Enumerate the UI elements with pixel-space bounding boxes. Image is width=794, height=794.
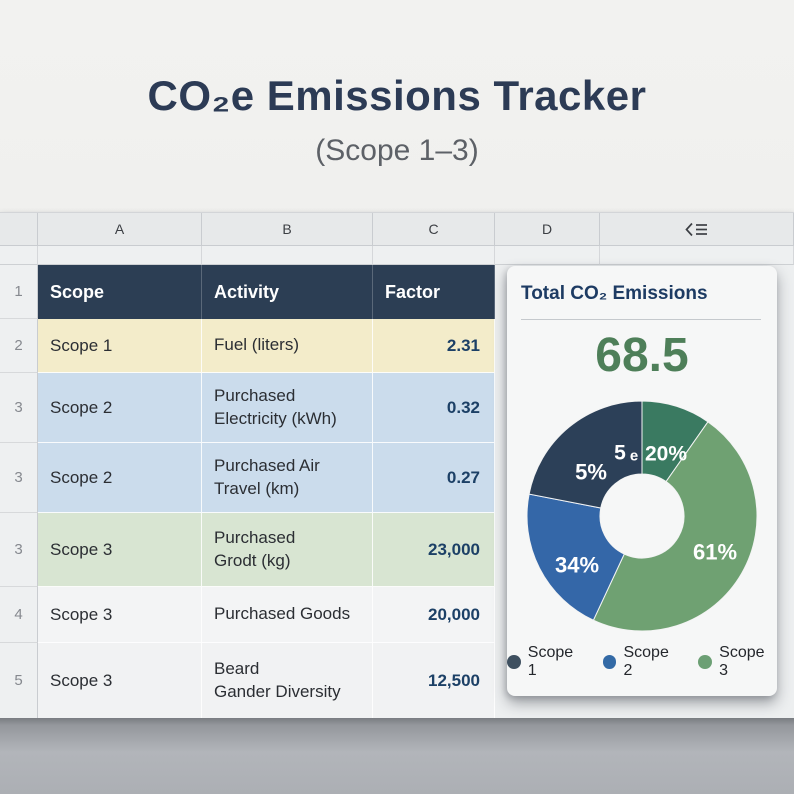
donut-segment xyxy=(528,400,643,509)
empty-cell[interactable] xyxy=(38,246,202,265)
divider xyxy=(521,319,761,320)
legend-dot-scope-3 xyxy=(698,655,713,669)
cell-activity[interactable]: Purchased Goods xyxy=(202,587,373,643)
cell-scope[interactable]: Scope 3 xyxy=(38,643,202,719)
empty-cell[interactable] xyxy=(600,246,794,265)
total-emissions-value: 68.5 xyxy=(595,329,689,382)
cell-factor[interactable]: 20,000 xyxy=(373,587,495,643)
row-number[interactable]: 5 xyxy=(0,643,38,719)
cell-scope[interactable]: Scope 3 xyxy=(38,513,202,587)
cell-scope[interactable]: Scope 2 xyxy=(38,443,202,513)
header-cell-factor[interactable]: Factor xyxy=(373,265,495,319)
page-subtitle: (Scope 1–3) xyxy=(315,134,479,167)
cell-activity[interactable]: Beard Gander Diversity xyxy=(202,643,373,719)
chart-legend: Scope 1 Scope 2 Scope 3 xyxy=(507,644,777,680)
row-number[interactable]: 1 xyxy=(0,265,38,319)
legend-label: Scope 3 xyxy=(719,644,765,679)
legend-item-scope-3[interactable]: Scope 3 xyxy=(698,644,777,680)
row-number[interactable]: 3 xyxy=(0,443,38,513)
donut-segment xyxy=(592,421,758,632)
legend-label: Scope 2 xyxy=(623,644,669,679)
donut-label: e xyxy=(630,448,638,465)
floor-surface xyxy=(0,718,794,794)
cell-factor[interactable]: 23,000 xyxy=(373,513,495,587)
legend-dot-scope-2 xyxy=(602,655,617,669)
cell-scope[interactable]: Scope 1 xyxy=(38,319,202,373)
empty-cell[interactable] xyxy=(373,246,495,265)
empty-row xyxy=(0,246,794,265)
empty-cell[interactable] xyxy=(202,246,373,265)
page-title: CO₂e Emissions Tracker xyxy=(147,72,647,119)
row-number[interactable]: 3 xyxy=(0,373,38,443)
empty-cell[interactable] xyxy=(495,246,600,265)
select-all-corner[interactable] xyxy=(0,213,38,246)
column-header-collapse[interactable] xyxy=(600,213,794,246)
cell-scope[interactable]: Scope 3 xyxy=(38,587,202,643)
legend-dot-scope-1 xyxy=(507,655,521,669)
cell-factor[interactable]: 0.32 xyxy=(373,373,495,443)
donut-chart: 5% 5 e 20% 34% 61% xyxy=(526,400,758,632)
table-header-row: 1 Scope Activity Factor xyxy=(0,265,794,319)
donut-label: 5% xyxy=(575,460,607,485)
donut-label: 61% xyxy=(693,540,737,565)
collapse-columns-icon xyxy=(684,222,707,236)
cell-activity[interactable]: Purchased Air Travel (km) xyxy=(202,443,373,513)
column-header-row: A B C D xyxy=(0,213,794,246)
header-cell-activity[interactable]: Activity xyxy=(202,265,373,319)
table-row: 5 Scope 3 Beard Gander Diversity 12,500 xyxy=(0,643,794,719)
cell-factor[interactable]: 12,500 xyxy=(373,643,495,719)
row-number[interactable]: 4 xyxy=(0,587,38,643)
cell-activity[interactable]: Purchased Electricity (kWh) xyxy=(202,373,373,443)
cell-factor[interactable]: 0.27 xyxy=(373,443,495,513)
legend-item-scope-1[interactable]: Scope 1 xyxy=(507,644,586,680)
cell-activity[interactable]: Fuel (liters) xyxy=(202,319,373,373)
table-row: 2 Scope 1 Fuel (liters) 2.31 xyxy=(0,319,794,373)
donut-label: 34% xyxy=(555,553,599,578)
page-header: CO₂e Emissions Tracker (Scope 1–3) xyxy=(0,72,794,168)
table-row: 4 Scope 3 Purchased Goods 20,000 xyxy=(0,587,794,643)
cell-activity[interactable]: Purchased Grodt (kg) xyxy=(202,513,373,587)
empty-cell[interactable] xyxy=(0,246,38,265)
row-number[interactable]: 2 xyxy=(0,319,38,373)
column-header-c[interactable]: C xyxy=(373,213,495,246)
column-header-b[interactable]: B xyxy=(202,213,373,246)
chart-title: Total CO₂ Emissions xyxy=(521,283,708,304)
column-header-a[interactable]: A xyxy=(38,213,202,246)
column-header-d[interactable]: D xyxy=(495,213,600,246)
table-row: 3 Scope 2 Purchased Air Travel (km) 0.27 xyxy=(0,443,794,513)
legend-label: Scope 1 xyxy=(527,644,574,679)
table-row: 3 Scope 3 Purchased Grodt (kg) 23,000 xyxy=(0,513,794,587)
table-row: 3 Scope 2 Purchased Electricity (kWh) 0.… xyxy=(0,373,794,443)
legend-item-scope-2[interactable]: Scope 2 xyxy=(602,644,682,680)
donut-label: 5 xyxy=(614,442,626,465)
donut-label: 20% xyxy=(645,443,687,466)
cell-scope[interactable]: Scope 2 xyxy=(38,373,202,443)
cell-factor[interactable]: 2.31 xyxy=(373,319,495,373)
emissions-summary-card: Total CO₂ Emissions 68.5 5% 5 e 20% 34% 61% S… xyxy=(507,266,777,696)
header-cell-scope[interactable]: Scope xyxy=(38,265,202,319)
row-number[interactable]: 3 xyxy=(0,513,38,587)
donut-segment xyxy=(526,493,625,621)
